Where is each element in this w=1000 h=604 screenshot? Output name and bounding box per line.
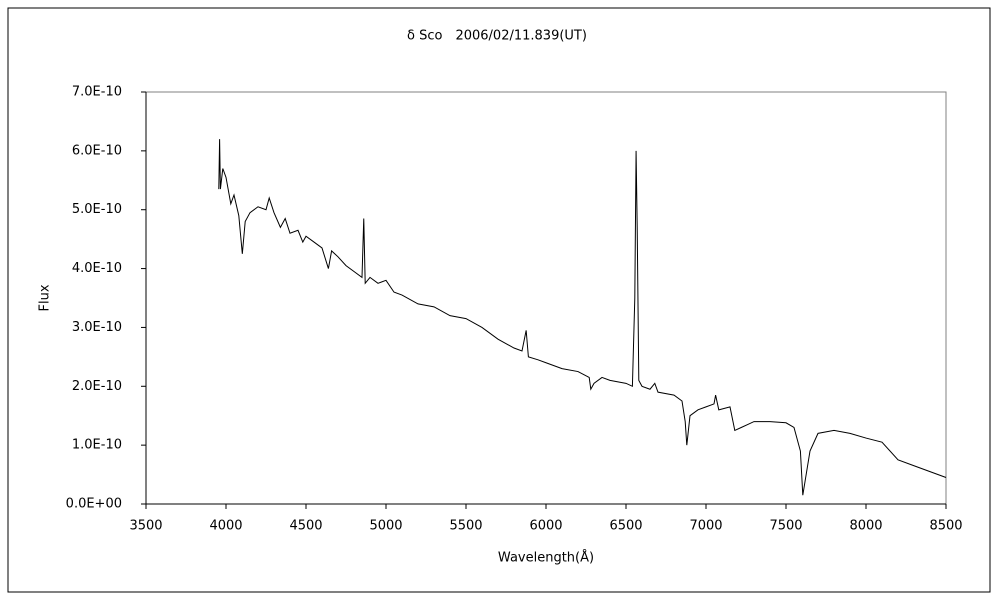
x-tick-label: 4000: [209, 519, 242, 534]
plot-area: [145, 91, 947, 505]
y-tick-label: 3.0E-10: [72, 320, 122, 335]
y-axis-label: Flux: [38, 284, 53, 311]
y-tick-label: 0.0E+00: [66, 497, 122, 512]
x-tick-label: 5000: [369, 519, 402, 534]
y-tick-label: 6.0E-10: [72, 143, 122, 158]
x-tick-label: 6000: [529, 519, 562, 534]
x-tick-label: 8500: [929, 519, 962, 534]
y-tick-label: 5.0E-10: [72, 202, 122, 217]
y-tick-label: 2.0E-10: [72, 379, 122, 394]
y-tick-label: 4.0E-10: [72, 261, 122, 276]
x-tick-label: 6500: [609, 519, 642, 534]
x-tick-label: 3500: [129, 519, 162, 534]
y-tick-label: 7.0E-10: [72, 85, 122, 100]
x-tick-label: 7500: [769, 519, 802, 534]
x-tick-label: 4500: [289, 519, 322, 534]
spectrum-line: [218, 139, 947, 496]
y-tick-label: 1.0E-10: [72, 438, 122, 453]
x-axis-label: Wavelength(Å): [498, 550, 594, 566]
x-tick-label: 5500: [449, 519, 482, 534]
x-tick-label: 8000: [849, 519, 882, 534]
chart-title: δ Sco 2006/02/11.839(UT): [407, 29, 587, 44]
x-tick-label: 7000: [689, 519, 722, 534]
